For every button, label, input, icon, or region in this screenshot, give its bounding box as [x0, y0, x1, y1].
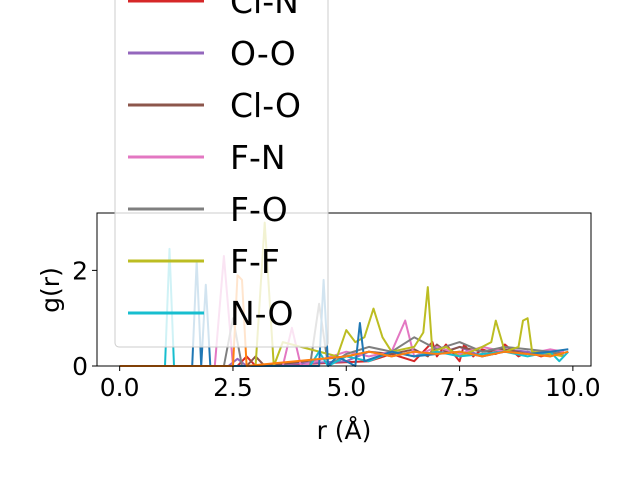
series-line-cl-o: [119, 343, 565, 367]
x-tick-label: 0.0: [100, 373, 140, 402]
legend-label-o-o: O-O: [230, 34, 296, 73]
legend-label-n-o: N-O: [230, 294, 294, 333]
series-line-f-f: [119, 221, 564, 367]
x-tick-label: 7.5: [440, 373, 480, 402]
y-tick-label: 2: [72, 256, 88, 285]
legend-label-cl-o: Cl-O: [230, 86, 301, 125]
series-line-f-o: [119, 302, 564, 367]
x-axis: 0.0 2.5 5.0 7.5 10.0: [100, 366, 601, 402]
x-tick-label: 5.0: [326, 373, 366, 402]
x-axis-label: r (Å): [317, 416, 372, 445]
y-tick-label: 0: [72, 352, 88, 381]
x-tick-label: 2.5: [213, 373, 253, 402]
y-axis: 02: [72, 256, 97, 381]
legend-label-f-o: F-O: [230, 190, 288, 229]
legend-label-f-f: F-F: [230, 242, 280, 281]
legend-label-f-n: F-N: [230, 138, 286, 177]
legend: Cl-N O-O Cl-O F-N F-O F-F N-O: [114, 0, 329, 348]
plot-frame: [96, 212, 592, 367]
y-axis-label: g(r): [36, 267, 65, 313]
x-tick-label: 10.0: [545, 373, 601, 402]
legend-label-cl-n: Cl-N: [230, 0, 299, 21]
